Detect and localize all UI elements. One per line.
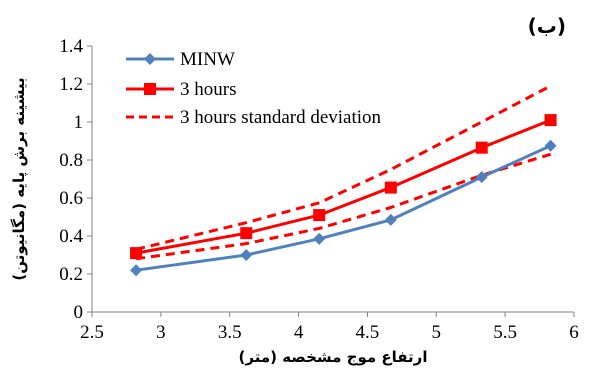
- data-point-minw: [313, 232, 326, 245]
- x-axis-title: ارتفاع موج مشخصه (متر): [239, 348, 428, 366]
- y-tick-label: 1.2: [59, 74, 83, 95]
- data-point-3-hours: [313, 209, 326, 222]
- y-tick-label: 0.4: [59, 226, 83, 247]
- series-line-minw: [135, 144, 552, 272]
- x-tick-label: 4.5: [356, 322, 380, 343]
- data-point-3-hours: [475, 141, 488, 154]
- x-tick-label: 2.5: [80, 322, 104, 343]
- data-point-minw: [475, 171, 488, 184]
- x-axis-ticks: 2.5 3 3.5 4 4.5 5 5.5 6: [80, 312, 579, 343]
- series-line-3-hours-standard-deviation: [135, 84, 552, 251]
- panel-label: (ب): [528, 14, 566, 38]
- legend-label-minw: MINW: [180, 49, 235, 70]
- x-tick-label: 4: [294, 322, 304, 343]
- y-axis-title: بیشینه برش پایه (مگانیوتن): [10, 77, 29, 280]
- legend-label-3-hours: 3 hours: [180, 79, 236, 100]
- data-point-3-hours: [130, 247, 143, 260]
- x-tick-label: 6: [569, 322, 579, 343]
- y-tick-label: 0: [74, 302, 84, 323]
- data-point-minw: [544, 139, 557, 152]
- y-tick-label: 0.2: [59, 264, 83, 285]
- y-tick-label: 1.4: [59, 36, 83, 57]
- data-point-3-hours: [384, 181, 397, 194]
- y-axis-ticks: 0 0.2 0.4 0.6 0.8 1 1.2 1.4: [59, 36, 92, 323]
- series-line-3-hours: [135, 118, 552, 255]
- legend-label-std-dev: 3 hours standard deviation: [180, 107, 382, 128]
- y-tick-label: 1: [74, 112, 84, 133]
- data-point-3-hours: [544, 114, 557, 127]
- x-tick-label: 3: [156, 322, 166, 343]
- x-tick-label: 3.5: [218, 322, 242, 343]
- data-point-3-hours: [240, 227, 253, 240]
- series-layer: [130, 84, 557, 277]
- plot-area: [91, 46, 574, 313]
- legend: MINW 3 hours 3 hours standard deviation: [126, 49, 382, 128]
- data-point-minw: [240, 249, 253, 261]
- x-tick-label: 5.5: [493, 322, 517, 343]
- y-tick-label: 0.6: [59, 188, 83, 209]
- legend-marker-3-hours: [144, 83, 156, 95]
- data-point-minw: [130, 264, 143, 277]
- data-point-minw: [384, 213, 397, 226]
- y-tick-label: 0.8: [59, 150, 83, 171]
- x-tick-label: 5: [432, 322, 442, 343]
- legend-marker-minw: [144, 53, 156, 65]
